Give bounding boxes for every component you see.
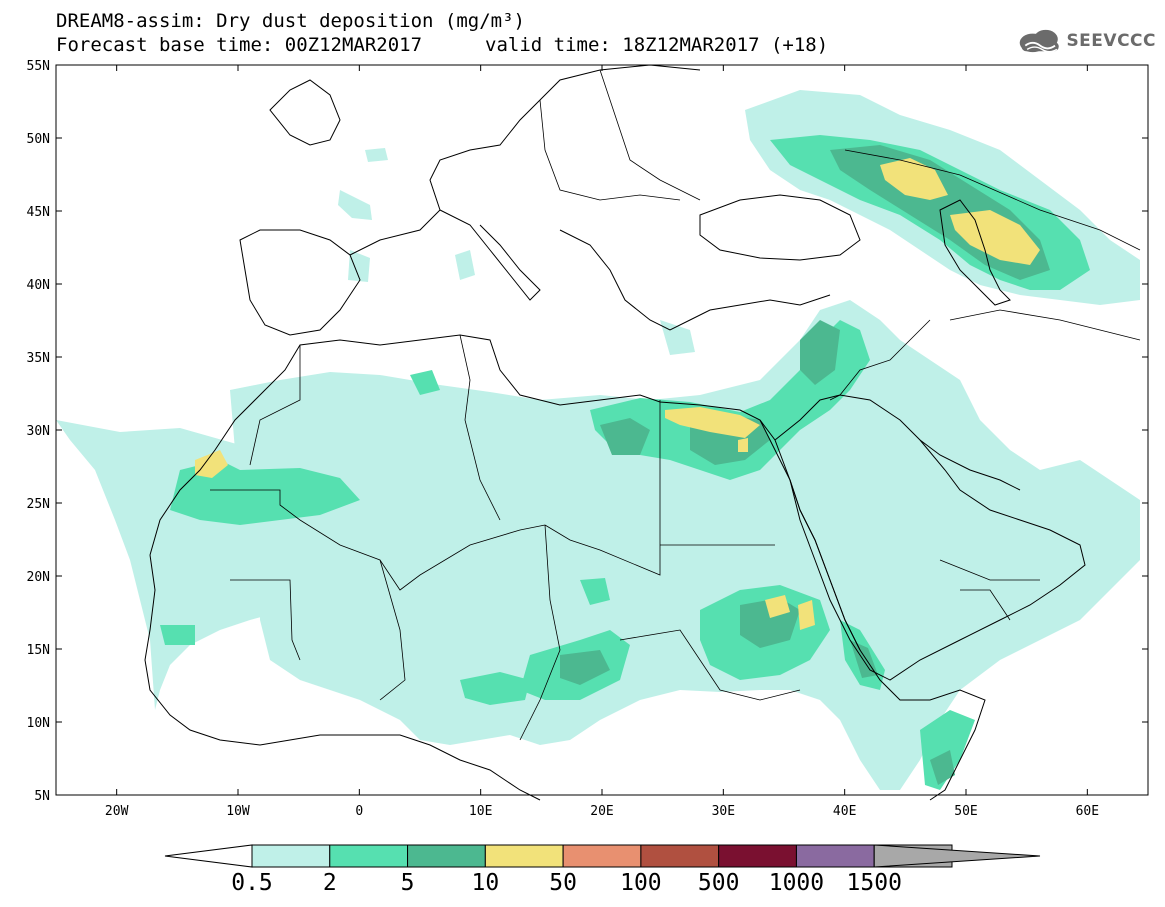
lat-label: 35N	[27, 351, 50, 366]
lon-label: 50E	[954, 804, 977, 819]
latitude-axis: 55N 50N 45N 40N 35N 30N 25N 20N 15N 10N 5N	[27, 59, 1148, 804]
colorbar-label: 10	[471, 870, 500, 896]
lat-label: 25N	[27, 497, 50, 512]
lon-label: 30E	[712, 804, 735, 819]
forecast-base-time: Forecast base time: 00Z12MAR2017	[56, 34, 423, 56]
coastlines	[144, 64, 1086, 801]
colorbar-label: 100	[620, 870, 662, 896]
colorbar-segment	[407, 844, 486, 868]
colorbar-segment	[329, 844, 409, 868]
cloud-icon	[1019, 29, 1059, 53]
colorbar-segment	[562, 844, 642, 868]
lon-label: 20E	[590, 804, 613, 819]
lat-label: 20N	[27, 570, 50, 585]
colorbar-label: 2	[322, 870, 337, 896]
lon-label: 60E	[1076, 804, 1099, 819]
valid-time: valid time: 18Z12MAR2017 (+18)	[485, 34, 829, 56]
lat-label: 5N	[34, 789, 50, 804]
lon-label: 10E	[469, 804, 492, 819]
country-borders	[210, 69, 1141, 741]
colorbar-max-arrow	[873, 844, 1041, 868]
colorbar-min-arrow	[164, 844, 253, 868]
lat-label: 30N	[27, 424, 50, 439]
colorbar	[164, 844, 1041, 868]
colorbar-segment	[718, 844, 797, 868]
colorbar-segment	[484, 844, 564, 868]
longitude-axis: 20W 10W 0 10E 20E 30E 40E 50E 60E	[105, 65, 1099, 819]
colorbar-label: 50	[549, 870, 577, 896]
lat-label: 10N	[27, 716, 50, 731]
lat-label: 45N	[27, 205, 50, 220]
lon-label: 10W	[226, 804, 250, 819]
colorbar-segment	[795, 844, 875, 868]
seevccc-logo: SEEVCCC	[1016, 26, 1156, 56]
colorbar-label: 1000	[768, 870, 825, 896]
lat-label: 50N	[27, 132, 50, 147]
colorbar-label: 1500	[846, 870, 902, 896]
lat-label: 55N	[27, 59, 50, 74]
colorbar-label: 500	[697, 870, 740, 896]
contour-layer-4	[195, 158, 1040, 630]
lon-label: 20W	[105, 804, 129, 819]
colorbar-segment	[251, 844, 331, 868]
lon-label: 40E	[833, 804, 856, 819]
colorbar-label: 0.5	[231, 870, 273, 896]
logo-text: SEEVCCC	[1066, 31, 1156, 51]
lat-label: 40N	[27, 278, 50, 293]
map-title: DREAM8-assim: Dry dust deposition (mg/m³…	[56, 10, 525, 32]
colorbar-label: 5	[400, 870, 415, 896]
lat-label: 15N	[27, 643, 50, 658]
lon-label: 0	[355, 804, 363, 819]
colorbar-segment	[640, 844, 720, 868]
